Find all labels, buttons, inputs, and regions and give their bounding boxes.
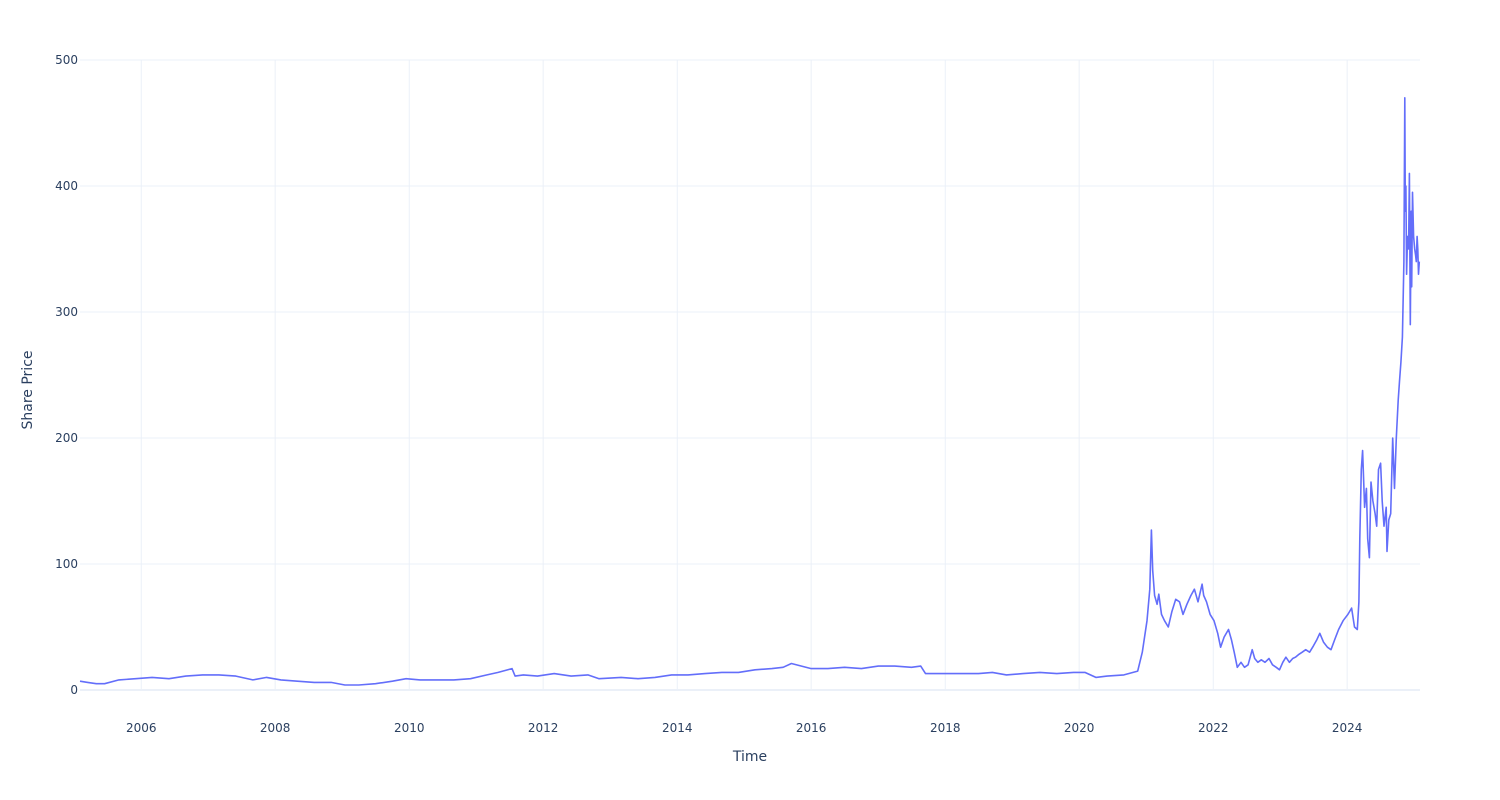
y-tick-label: 200 [55, 431, 78, 445]
y-axis-title: Share Price [20, 350, 36, 429]
y-tick-label: 0 [70, 683, 78, 697]
plot-area [79, 97, 1421, 686]
x-tick-label: 2012 [528, 721, 559, 735]
grid-layer [80, 59, 1420, 691]
price-series-line [79, 97, 1421, 686]
x-tick-label: 2016 [796, 721, 827, 735]
x-tick-label: 2024 [1332, 721, 1363, 735]
x-axis-title: Time [732, 749, 767, 765]
y-tick-label: 100 [55, 557, 78, 571]
x-tick-label: 2020 [1064, 721, 1095, 735]
x-tick-label: 2022 [1198, 721, 1229, 735]
axis-layer: 0 100 200 300 400 500 2006 2008 2010 2012 2014 2016… [55, 53, 1362, 735]
x-tick-label: 2014 [662, 721, 693, 735]
x-tick-label: 2006 [126, 721, 157, 735]
y-tick-label: 500 [55, 53, 78, 67]
x-tick-label: 2010 [394, 721, 425, 735]
x-tick-label: 2018 [930, 721, 961, 735]
y-tick-label: 400 [55, 179, 78, 193]
x-tick-label: 2008 [260, 721, 291, 735]
y-tick-label: 300 [55, 305, 78, 319]
